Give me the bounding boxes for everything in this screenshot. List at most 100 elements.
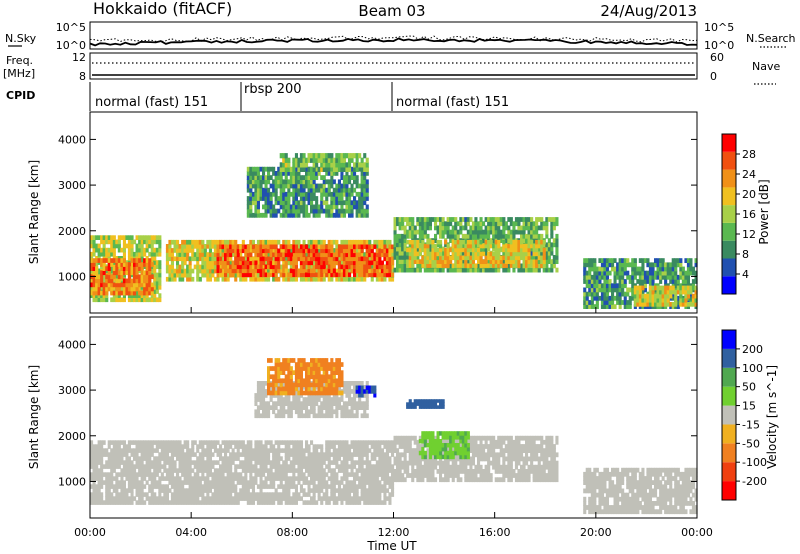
heatmap-cell [330, 179, 334, 185]
heatmap-cell [90, 258, 94, 263]
heatmap-cell [155, 289, 159, 294]
heatmap-cell [150, 262, 154, 267]
heatmap-cell [517, 229, 521, 235]
heatmap-cell [143, 440, 147, 445]
heatmap-cell [342, 187, 346, 193]
heatmap-cell [396, 259, 400, 264]
heatmap-cell [269, 496, 273, 501]
heatmap-cell [130, 472, 134, 477]
heatmap-cell [206, 456, 210, 461]
heatmap-cell [391, 248, 395, 253]
heatmap-cell [489, 229, 493, 235]
heatmap-cell [259, 183, 263, 189]
heatmap-cell [231, 252, 235, 257]
heatmap-cell [289, 166, 293, 172]
heatmap-cell [305, 183, 309, 189]
heatmap-cell [211, 444, 215, 449]
heatmap-cell [514, 243, 518, 249]
heatmap-cell [236, 260, 240, 266]
heatmap-cell [115, 262, 119, 267]
heatmap-cell [168, 464, 172, 469]
heatmap-cell [330, 175, 334, 180]
heatmap-cell [279, 484, 283, 489]
heatmap-cell [201, 256, 205, 262]
heatmap-cell [110, 468, 114, 473]
heatmap-cell [150, 496, 154, 501]
heatmap-cell [201, 260, 205, 266]
heatmap-cell [249, 496, 253, 501]
heatmap-cell [522, 233, 526, 239]
heatmap-cell [122, 448, 126, 453]
heatmap-cell [517, 267, 521, 273]
heatmap-cell [583, 295, 587, 301]
heatmap-cell [487, 255, 491, 261]
heatmap-cell [216, 440, 220, 445]
heatmap-cell [262, 500, 266, 505]
heatmap-cell [555, 267, 559, 273]
heatmap-cell [426, 221, 430, 227]
heatmap-cell [143, 286, 147, 292]
heatmap-cell [117, 243, 121, 249]
heatmap-cell [150, 247, 154, 253]
heatmap-cell [643, 287, 647, 293]
heatmap-cell [512, 247, 516, 253]
heatmap-cell [527, 251, 531, 257]
heatmap-cell [310, 244, 314, 250]
heatmap-cell [226, 488, 230, 493]
heatmap-cell [330, 256, 334, 262]
heatmap-cell [423, 233, 427, 239]
heatmap-cell [135, 464, 139, 469]
heatmap-cell [391, 268, 395, 274]
heatmap-cell [365, 196, 369, 201]
heatmap-cell [211, 264, 215, 270]
heatmap-cell [621, 270, 625, 276]
heatmap-cell [282, 187, 286, 193]
heatmap-cell [165, 500, 169, 505]
heatmap-cell [535, 243, 539, 249]
heatmap-cell [659, 258, 663, 263]
heatmap-cell [497, 251, 501, 257]
heatmap-cell [153, 464, 157, 469]
heatmap-cell [353, 204, 357, 210]
heatmap-cell [267, 175, 271, 180]
heatmap-cell [451, 225, 455, 231]
heatmap-cell [507, 217, 511, 222]
heatmap-cell [208, 456, 212, 461]
heatmap-cell [332, 191, 336, 197]
heatmap-cell [522, 238, 526, 243]
heatmap-cell [512, 255, 516, 261]
heatmap-cell [456, 247, 460, 253]
heatmap-cell [689, 289, 693, 295]
heatmap-cell [256, 444, 260, 449]
heatmap-cell [107, 456, 111, 461]
heatmap-cell [254, 452, 258, 457]
heatmap-cell [348, 276, 352, 282]
heatmap-cell [112, 293, 116, 298]
heatmap-cell [262, 452, 266, 457]
heatmap-cell [287, 183, 291, 189]
heatmap-cell [671, 285, 675, 291]
heatmap-cell [249, 208, 253, 214]
heatmap-cell [676, 258, 680, 263]
heatmap-cell [95, 286, 99, 292]
heatmap-cell [454, 217, 458, 222]
heatmap-cell [315, 187, 319, 193]
heatmap-cell [294, 179, 298, 185]
heatmap-cell [145, 448, 149, 453]
heatmap-cell [216, 472, 220, 477]
heatmap-cell [439, 243, 443, 249]
heatmap-cell [148, 274, 152, 280]
heatmap-cell [656, 289, 660, 295]
heatmap-cell [474, 225, 478, 231]
heatmap-cell [605, 262, 609, 268]
heatmap-cell [426, 233, 430, 239]
heatmap-cell [365, 268, 369, 274]
heatmap-cell [360, 276, 364, 282]
heatmap-cell [611, 258, 615, 263]
heatmap-cell [325, 166, 329, 172]
heatmap-cell [183, 492, 187, 497]
heatmap-cell [294, 248, 298, 254]
heatmap-cell [514, 247, 518, 253]
heatmap-cell [143, 468, 147, 473]
heatmap-cell [299, 268, 303, 274]
